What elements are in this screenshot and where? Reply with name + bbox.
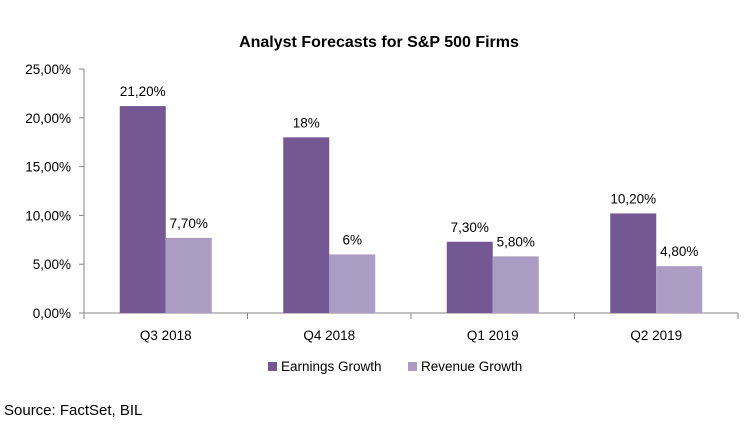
legend-label: Revenue Growth — [421, 359, 522, 374]
data-label: 4,80% — [660, 244, 698, 259]
y-tick-label: 10,00% — [25, 208, 71, 223]
source-note: Source: FactSet, BIL — [4, 402, 143, 419]
bars: 21,20% 7,70% 18% 6% 7,30% 5,80% 10,20% 4,80% — [119, 84, 703, 313]
data-label: 7,70% — [170, 216, 208, 231]
legend-label: Earnings Growth — [281, 359, 382, 374]
legend-swatch — [268, 362, 277, 371]
bar-revenue-growth — [492, 256, 539, 313]
data-label: 7,30% — [451, 220, 489, 235]
y-tick-label: 0,00% — [33, 306, 71, 321]
bar-revenue-growth — [656, 266, 703, 313]
bar-revenue-growth — [165, 237, 212, 313]
y-tick-label: 20,00% — [25, 111, 71, 126]
y-tick-label: 15,00% — [25, 160, 71, 175]
bar-earnings-growth — [119, 106, 166, 313]
data-label: 6% — [342, 232, 362, 247]
chart-title: Analyst Forecasts for S&P 500 Firms — [239, 34, 519, 51]
data-label: 5,80% — [497, 234, 535, 249]
x-tick-label: Q3 2018 — [140, 328, 192, 343]
y-tick-label: 25,00% — [25, 62, 71, 77]
bar-earnings-growth — [446, 241, 493, 313]
y-tick-label: 5,00% — [33, 257, 71, 272]
legend: Earnings Growth Revenue Growth — [268, 359, 522, 374]
x-tick-label: Q1 2019 — [467, 328, 519, 343]
legend-swatch — [408, 362, 417, 371]
bar-revenue-growth — [329, 254, 376, 313]
data-label: 18% — [293, 115, 320, 130]
bar-earnings-growth — [283, 137, 330, 313]
axes: 0,00% 5,00% 10,00% 15,00% 20,00% 25,00% Q3 201… — [25, 62, 739, 343]
data-label: 21,20% — [120, 84, 166, 99]
x-tick-label: Q2 2019 — [630, 328, 682, 343]
x-tick-label: Q4 2018 — [303, 328, 355, 343]
bar-earnings-growth — [610, 213, 657, 313]
data-label: 10,20% — [610, 191, 656, 206]
